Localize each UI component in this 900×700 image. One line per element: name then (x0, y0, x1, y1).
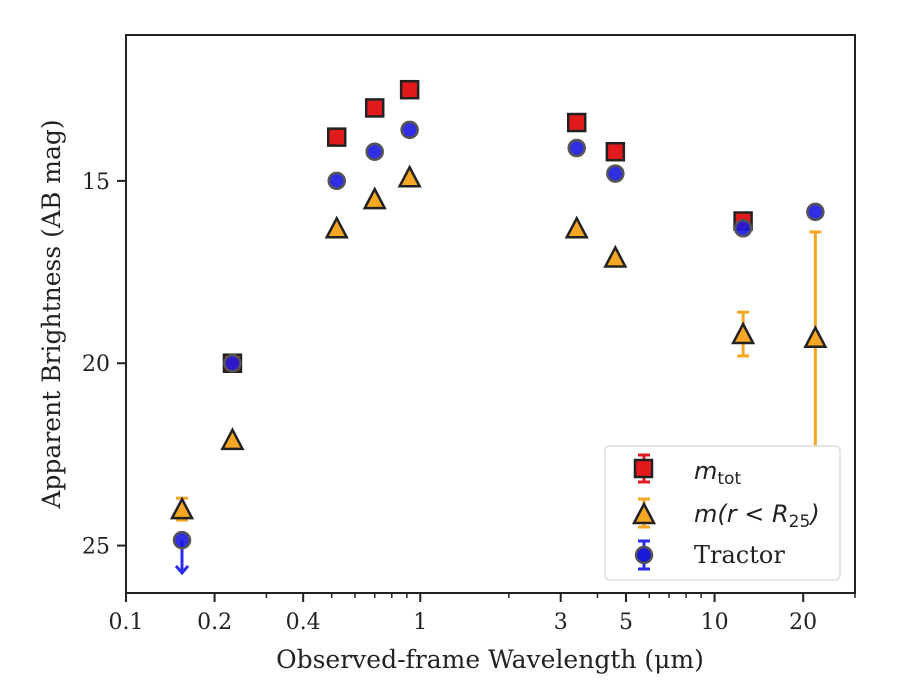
x-axis-label: Observed-frame Wavelength (μm) (276, 645, 704, 674)
legend-entry-tractor: Tractor (634, 539, 785, 571)
y-tick-label-0: 15 (82, 170, 110, 195)
legend-label-mr25-main: m (694, 500, 717, 528)
x-tick-label-4: 3 (554, 610, 568, 635)
x-tick-label-2: 0.4 (286, 610, 321, 635)
legend-marker-tractor (634, 545, 654, 565)
marker-mr25-0 (169, 496, 195, 520)
upper-limit-arrow-tractor-0 (174, 564, 190, 576)
marker-mtot-1 (326, 127, 347, 147)
legend-marker-mtot (633, 458, 654, 479)
y-tick-label-1: 20 (82, 352, 110, 377)
marker-mr25-1 (220, 427, 245, 451)
data-marks (169, 79, 828, 576)
legend-entry-mr25: m(r < R25) (631, 497, 820, 532)
y-tick-label-2: 25 (82, 535, 110, 560)
legend: mtot m(r < R25) Tractor (604, 445, 841, 581)
x-tick-label-5: 5 (619, 610, 633, 635)
marker-mtot-3 (399, 79, 420, 100)
legend-label-mr25-sub: 25 (789, 512, 811, 532)
legend-label-mtot: mtot (694, 457, 741, 489)
legend-label-mr25-mid: (r < R (717, 500, 788, 528)
marker-tractor-2 (327, 171, 346, 191)
marker-mr25-4 (397, 164, 422, 188)
x-tick-label-6: 10 (701, 610, 729, 635)
marker-mr25-3 (362, 186, 387, 210)
marker-tractor-3 (365, 142, 384, 161)
marker-mr25-6 (603, 244, 628, 268)
y-axis-label: Apparent Brightness (AB mag) (37, 119, 66, 509)
legend-label-mtot-main: m (694, 457, 717, 485)
marker-tractor-5 (567, 138, 586, 158)
legend-label-mr25: m(r < R25) (694, 500, 820, 532)
plot-frame (125, 34, 856, 594)
marker-mr25-2 (324, 215, 349, 239)
marker-tractor-1 (223, 353, 242, 373)
legend-label-mtot-sub: tot (717, 469, 741, 489)
legend-label-tractor: Tractor (694, 541, 785, 569)
marker-mr25-5 (564, 215, 589, 239)
marker-tractor-4 (400, 120, 419, 140)
marker-mtot-5 (605, 141, 626, 162)
legend-entry-mtot: mtot (633, 453, 741, 489)
marker-tractor-7 (733, 219, 753, 238)
legend-marker-mr25 (631, 501, 657, 525)
marker-tractor-6 (606, 164, 625, 183)
axis-ticks: 0.1 0.2 0.4 1 3 5 10 20 15 20 25 (82, 170, 856, 635)
marker-tractor-8 (806, 202, 825, 222)
marker-mtot-4 (566, 112, 587, 133)
legend-label-mr25-end: ) (808, 500, 819, 528)
x-tick-label-7: 20 (789, 610, 817, 635)
marker-tractor-0 (172, 530, 192, 550)
x-tick-label-1: 0.2 (197, 610, 232, 635)
x-tick-label-0: 0.1 (109, 610, 144, 635)
marker-mtot-2 (364, 98, 385, 118)
marker-mr25-7 (731, 321, 756, 345)
legend-box (604, 445, 841, 581)
x-tick-label-3: 1 (413, 610, 427, 635)
marker-mr25-8 (803, 325, 828, 348)
